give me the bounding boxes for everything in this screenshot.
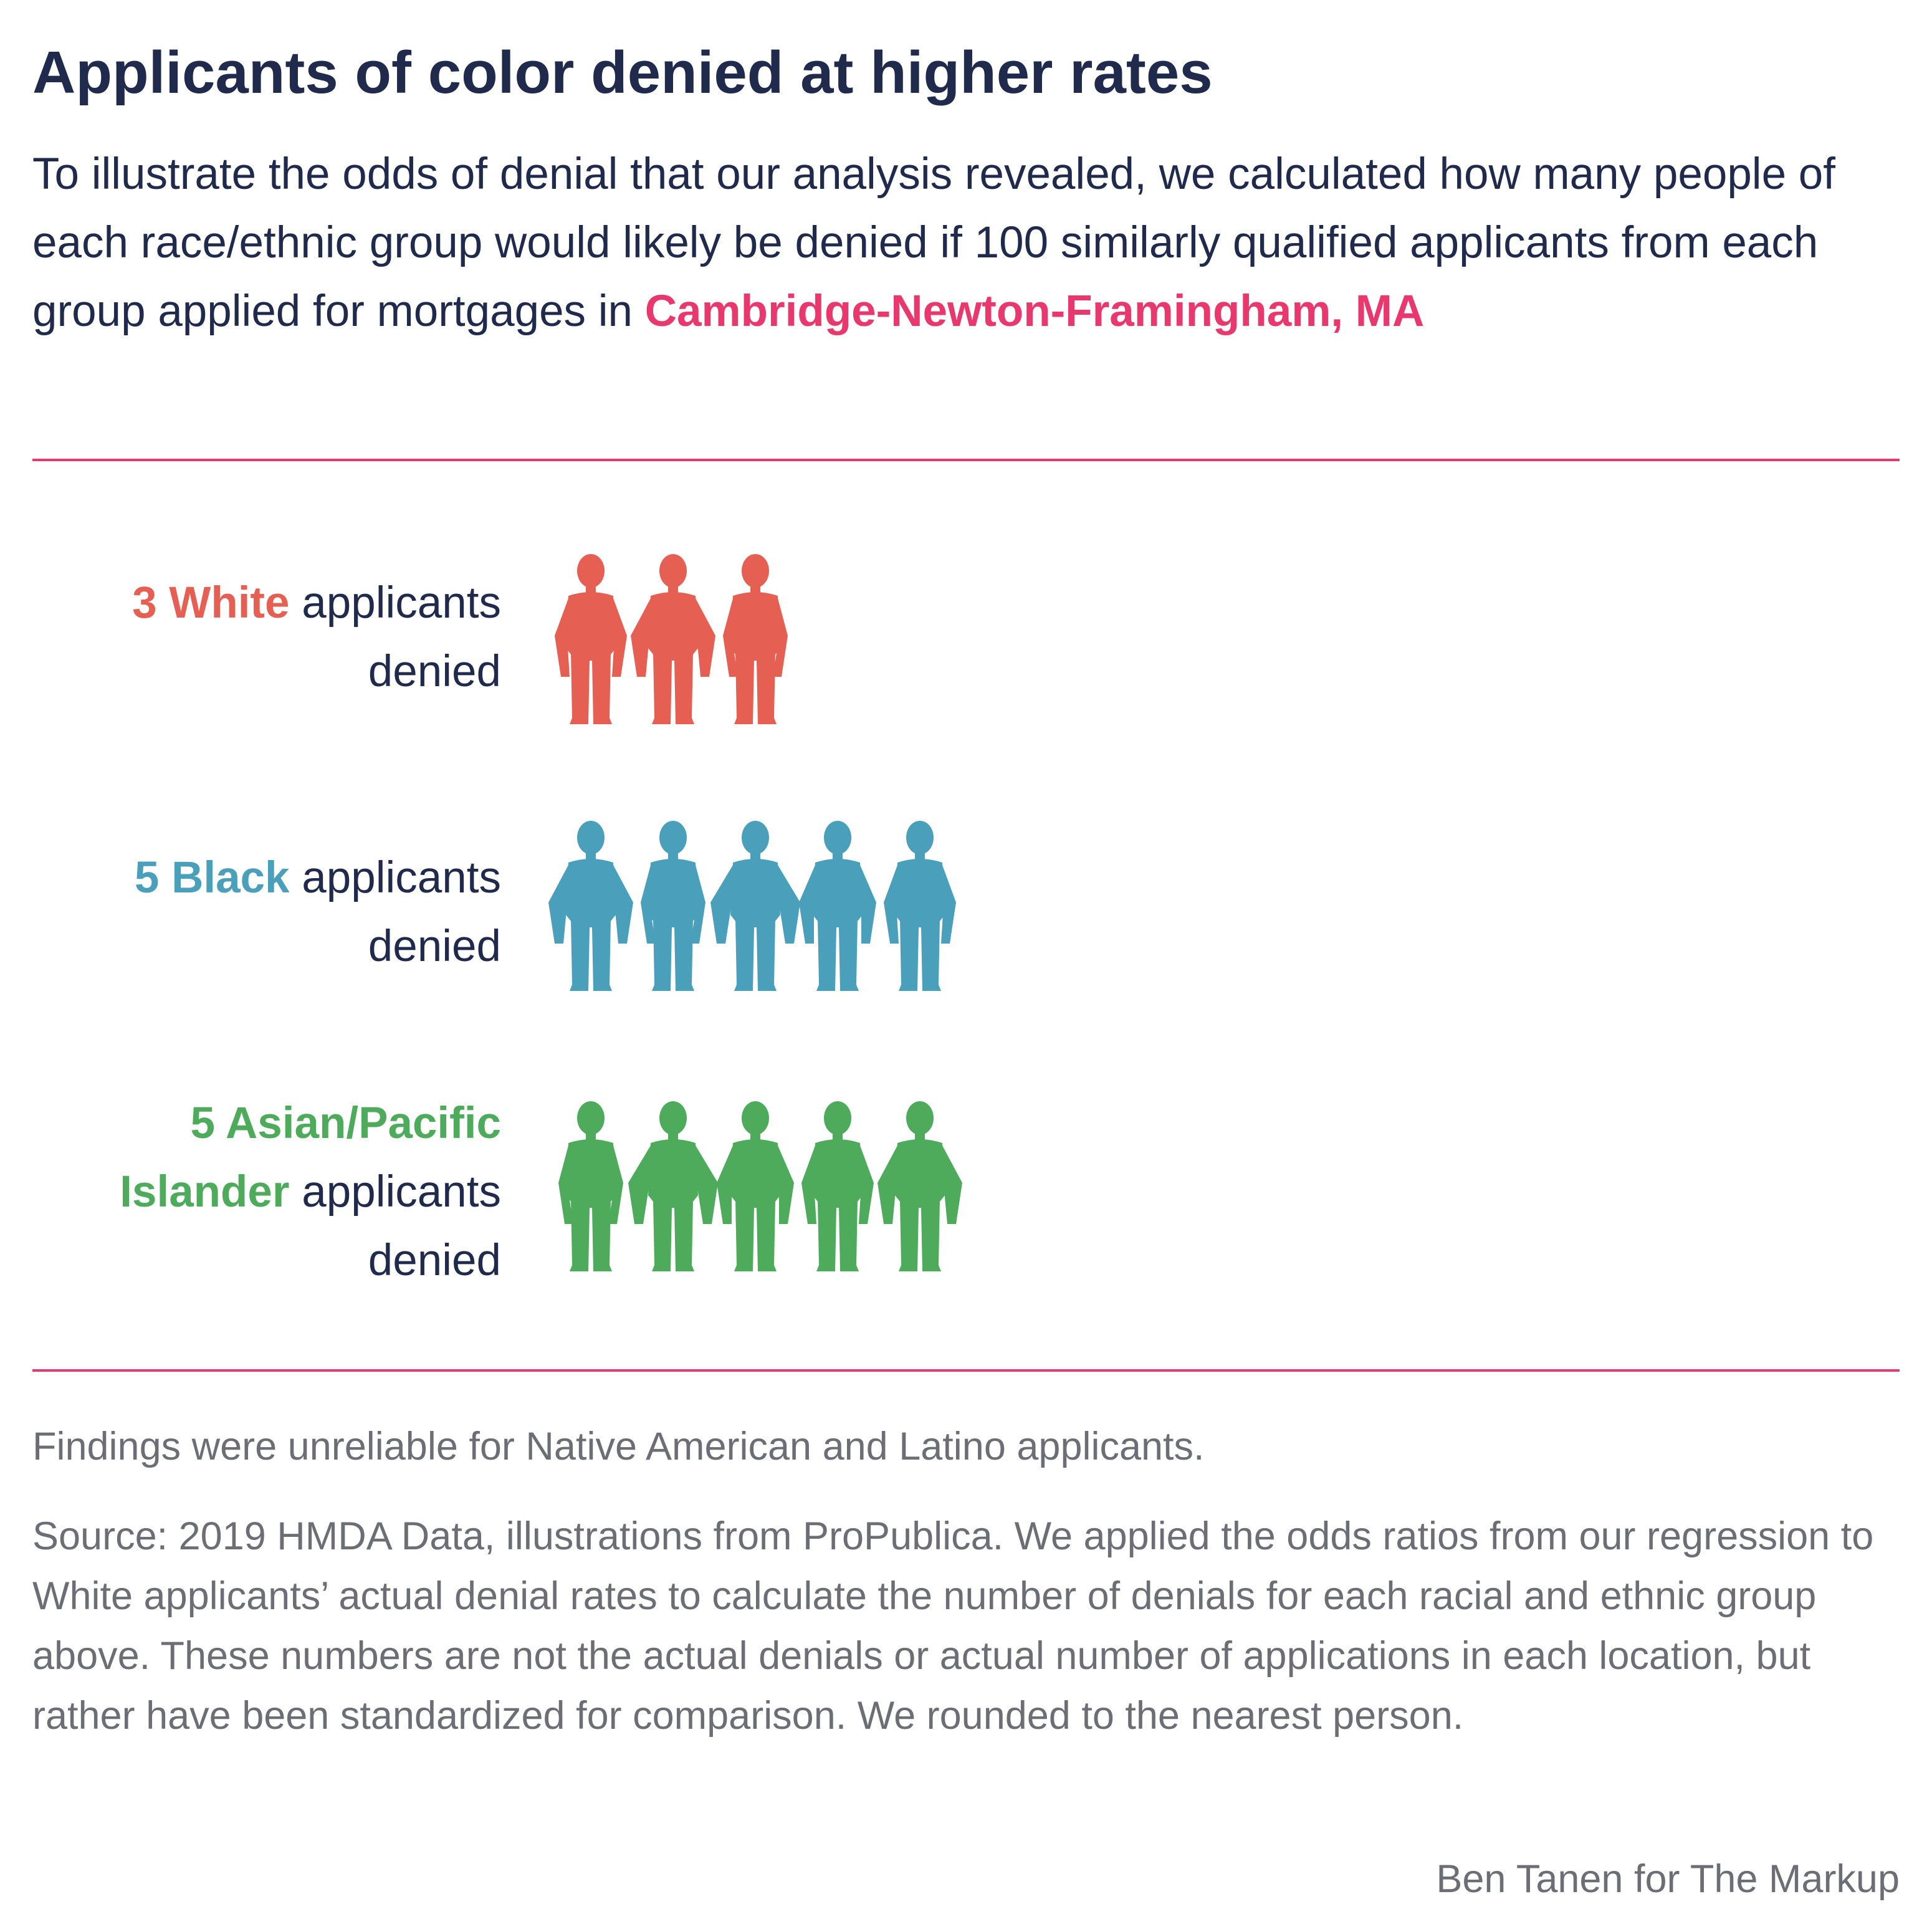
person-silhouette-icon-black-2 xyxy=(641,821,705,991)
person-silhouette-icon-asian-pacific-islander-3 xyxy=(717,1101,794,1271)
intro-text: To illustrate the odds of denial that ou… xyxy=(32,140,1902,346)
person-silhouette-icon-asian-pacific-islander-2 xyxy=(628,1101,718,1271)
chart-title: Applicants of color denied at higher rat… xyxy=(32,39,1213,106)
person-silhouette-icon-white-2 xyxy=(631,554,715,724)
person-silhouette-icon-black-1 xyxy=(548,821,633,991)
group-label-white: 3 White applicants denied xyxy=(32,569,501,706)
bottom-divider xyxy=(32,1369,1900,1372)
person-silhouette-icon-asian-pacific-islander-4 xyxy=(801,1101,874,1271)
person-silhouette-icon-black-3 xyxy=(710,821,800,991)
group-value-asian-pacific-islander: 5 Asian/Pacific Islander xyxy=(120,1099,501,1217)
intro-body: To illustrate the odds of denial that ou… xyxy=(32,150,1836,336)
person-silhouette-icon-black-4 xyxy=(799,821,876,991)
group-value-black: 5 Black xyxy=(134,853,290,902)
top-divider xyxy=(32,459,1900,461)
intro-location: Cambridge-Newton-Framingham, MA xyxy=(644,287,1425,336)
person-silhouette-icon-white-3 xyxy=(723,554,788,724)
source-note: Source: 2019 HMDA Data, illustrations fr… xyxy=(32,1514,1874,1738)
group-label-black: 5 Black applicants denied xyxy=(32,844,501,981)
group-rest-asian-pacific-islander: applicants denied xyxy=(302,1167,501,1285)
person-silhouette-icon-asian-pacific-islander-1 xyxy=(558,1101,623,1271)
group-rest-white: applicants denied xyxy=(302,578,501,696)
group-value-white: 3 White xyxy=(132,578,290,628)
person-silhouette-icon-black-5 xyxy=(884,821,956,991)
credit: Ben Tanen for The Markup xyxy=(1436,1857,1900,1901)
group-label-asian-pacific-islander: 5 Asian/Pacific Islander applicants deni… xyxy=(32,1089,501,1295)
person-silhouette-icon-white-1 xyxy=(555,554,627,724)
group-rest-black: applicants denied xyxy=(302,853,501,971)
person-silhouette-icon-asian-pacific-islander-5 xyxy=(878,1101,962,1271)
unreliable-note: Findings were unreliable for Native Amer… xyxy=(32,1425,1205,1468)
